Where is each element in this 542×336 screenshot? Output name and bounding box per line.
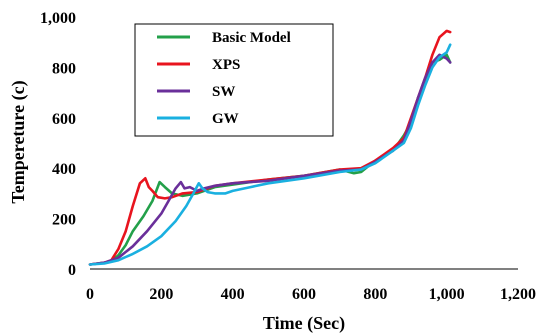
legend: Basic Model XPS SW GW	[134, 23, 334, 137]
legend-label: Basic Model	[212, 30, 291, 46]
legend-label: SW	[212, 84, 235, 100]
y-tick-label: 1,000	[40, 10, 76, 27]
y-tick-label: 400	[52, 161, 76, 178]
y-tick-label: 0	[68, 262, 76, 279]
legend-label: XPS	[212, 57, 240, 73]
legend-label: GW	[212, 111, 239, 127]
x-tick-label: 800	[363, 286, 387, 303]
x-tick-labels: 0 200 400 600 800 1,000 1,200	[86, 286, 536, 303]
series-line-4	[88, 43, 452, 266]
y-tick-label: 800	[52, 60, 76, 77]
x-tick-label: 1,000	[429, 286, 465, 303]
x-tick-label: 600	[292, 286, 316, 303]
y-tick-label: 200	[52, 212, 76, 229]
x-tick-label: 1,200	[500, 286, 536, 303]
x-tick-label: 0	[86, 286, 94, 303]
y-tick-labels: 0 200 400 600 800 1,000	[40, 10, 76, 279]
series-line-3	[88, 53, 452, 266]
x-tick-label: 400	[221, 286, 245, 303]
series-lines	[88, 29, 452, 266]
y-tick-label: 600	[52, 111, 76, 128]
x-axis-title: Time (Sec)	[263, 313, 345, 334]
y-axis-title: Tempereture (c)	[8, 80, 29, 203]
x-tick-label: 200	[149, 286, 173, 303]
